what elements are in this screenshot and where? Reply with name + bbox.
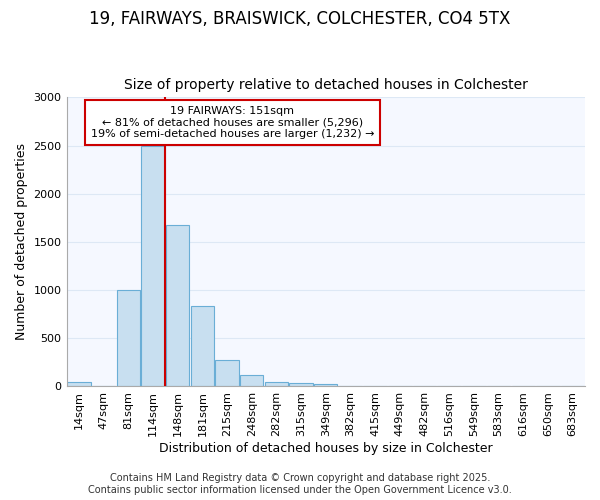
Bar: [265, 382, 288, 386]
Bar: [289, 382, 313, 386]
Bar: [116, 290, 140, 386]
Bar: [67, 382, 91, 386]
Bar: [215, 360, 239, 386]
Title: Size of property relative to detached houses in Colchester: Size of property relative to detached ho…: [124, 78, 528, 92]
Text: 19, FAIRWAYS, BRAISWICK, COLCHESTER, CO4 5TX: 19, FAIRWAYS, BRAISWICK, COLCHESTER, CO4…: [89, 10, 511, 28]
Bar: [141, 146, 164, 386]
X-axis label: Distribution of detached houses by size in Colchester: Distribution of detached houses by size …: [159, 442, 493, 455]
Bar: [240, 375, 263, 386]
Text: 19 FAIRWAYS: 151sqm
← 81% of detached houses are smaller (5,296)
19% of semi-det: 19 FAIRWAYS: 151sqm ← 81% of detached ho…: [91, 106, 374, 139]
Bar: [314, 384, 337, 386]
Y-axis label: Number of detached properties: Number of detached properties: [15, 144, 28, 340]
Text: Contains HM Land Registry data © Crown copyright and database right 2025.
Contai: Contains HM Land Registry data © Crown c…: [88, 474, 512, 495]
Bar: [191, 306, 214, 386]
Bar: [166, 224, 190, 386]
